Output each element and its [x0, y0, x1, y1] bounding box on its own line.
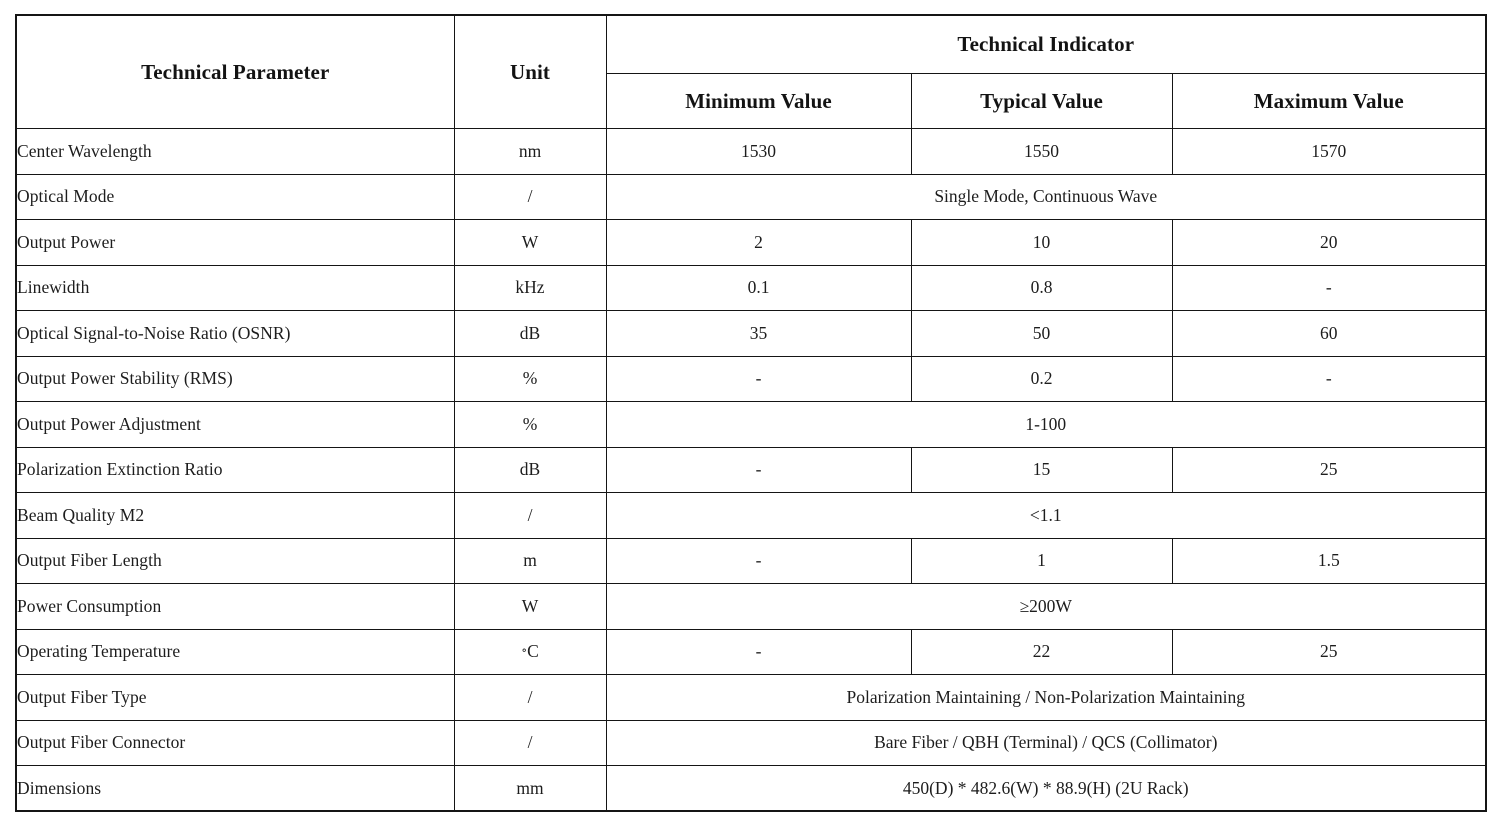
table-row: Output Power W 2 10 20 [15, 219, 1487, 266]
parameter-name-cell: Power Consumption [15, 583, 455, 630]
typical-value-cell: 15 [910, 446, 1173, 493]
unit-cell: % [453, 355, 607, 402]
unit-cell: / [453, 173, 607, 220]
parameter-name-cell: Output Fiber Type [15, 674, 455, 721]
table-row: Output Fiber Length m -1 1.5 [15, 537, 1487, 584]
typical-value-cell: 50 [910, 310, 1173, 357]
minimum-value-cell: 35 [605, 310, 912, 357]
specification-table-container: Technical Parameter Unit Technical Indic… [15, 14, 1487, 812]
header-row-primary: Technical Parameter Unit Technical Indic… [15, 14, 1487, 129]
table-body: Center Wavelength nm 1530 1550 1570 Optical M… [15, 128, 1487, 812]
maximum-value-cell: 25 [1171, 446, 1487, 493]
parameter-name-cell: Optical Signal-to-Noise Ratio (OSNR) [15, 310, 455, 357]
degree-icon: ∘ [521, 643, 528, 658]
minimum-value-cell: - [605, 628, 912, 675]
unit-cell: kHz [453, 264, 607, 311]
typical-value-cell: 10 [910, 219, 1173, 266]
maximum-value-cell: 25 [1171, 628, 1487, 675]
column-header-technical-parameter: Technical Parameter [15, 14, 455, 129]
minimum-value-cell: - [605, 355, 912, 402]
table-row: Power Consumption W ≥200W [15, 583, 1487, 630]
table-row: Output Fiber Type / Polarization Maintaini… [15, 674, 1487, 721]
table-header: Technical Parameter Unit Technical Indic… [15, 14, 1487, 129]
typical-value-cell: 1 [910, 537, 1173, 584]
parameter-name-cell: Output Fiber Connector [15, 719, 455, 766]
typical-value-cell: 0.2 [910, 355, 1173, 402]
column-header-maximum-value: Maximum Value [1171, 73, 1487, 129]
merged-indicator-cell: ≥200W [605, 583, 1487, 630]
maximum-value-cell: 1570 [1171, 128, 1487, 175]
table-row: Dimensions mm 450(D) * 482.6(W) * 88.9(H) … [15, 765, 1487, 812]
maximum-value-cell: 1.5 [1171, 537, 1487, 584]
merged-indicator-cell: 450(D) * 482.6(W) * 88.9(H) (2U Rack) [605, 765, 1487, 812]
unit-cell: dB [453, 310, 607, 357]
unit-cell: W [453, 583, 607, 630]
table-row: Optical Mode / Single Mode, Continuous Wav… [15, 173, 1487, 220]
unit-cell: / [453, 719, 607, 766]
parameter-name-cell: Center Wavelength [15, 128, 455, 175]
parameter-name-cell: Output Power Adjustment [15, 401, 455, 448]
table-row: Center Wavelength nm 1530 1550 1570 [15, 128, 1487, 175]
parameter-name-cell: Output Power Stability (RMS) [15, 355, 455, 402]
table-row: Operating Temperature ∘C -22 25 [15, 628, 1487, 675]
parameter-name-cell: Polarization Extinction Ratio [15, 446, 455, 493]
parameter-name-cell: Operating Temperature [15, 628, 455, 675]
column-header-technical-indicator: Technical Indicator [605, 14, 1487, 74]
maximum-value-cell: - [1171, 355, 1487, 402]
unit-cell: / [453, 492, 607, 539]
minimum-value-cell: 1530 [605, 128, 912, 175]
parameter-name-cell: Output Power [15, 219, 455, 266]
maximum-value-cell: - [1171, 264, 1487, 311]
unit-cell: m [453, 537, 607, 584]
header-row-secondary: Minimum Value Typical Value Maximum Valu… [16, 73, 1487, 129]
parameter-name-cell: Optical Mode [15, 173, 455, 220]
table-row: Output Power Adjustment% 1-100 [15, 401, 1487, 448]
table-row: Output Power Stability (RMS)% -0.2- [15, 355, 1487, 402]
merged-indicator-cell: <1.1 [605, 492, 1487, 539]
table-row: Optical Signal-to-Noise Ratio (OSNR) dB 35… [15, 310, 1487, 357]
column-header-unit: Unit [453, 14, 607, 129]
typical-value-cell: 1550 [910, 128, 1173, 175]
minimum-value-cell: - [605, 537, 912, 584]
unit-cell: / [453, 674, 607, 721]
typical-value-cell: 22 [910, 628, 1173, 675]
column-header-typical-value: Typical Value [910, 73, 1173, 129]
unit-cell: W [453, 219, 607, 266]
column-header-minimum-value: Minimum Value [605, 73, 912, 129]
parameter-name-cell: Beam Quality M2 [15, 492, 455, 539]
maximum-value-cell: 20 [1171, 219, 1487, 266]
merged-indicator-cell: Polarization Maintaining / Non-Polarizat… [605, 674, 1487, 721]
minimum-value-cell: 2 [605, 219, 912, 266]
table-row: Output Fiber Connector / Bare Fiber / QBH … [15, 719, 1487, 766]
unit-cell: ∘C [453, 628, 607, 675]
merged-indicator-cell: Single Mode, Continuous Wave [605, 173, 1487, 220]
parameter-name-cell: Dimensions [15, 765, 455, 812]
technical-specification-table: Technical Parameter Unit Technical Indic… [15, 14, 1487, 812]
table-row: Beam Quality M2/<1.1 [15, 492, 1487, 539]
parameter-name-cell: Linewidth [15, 264, 455, 311]
unit-cell: nm [453, 128, 607, 175]
unit-cell: dB [453, 446, 607, 493]
minimum-value-cell: 0.1 [605, 264, 912, 311]
typical-value-cell: 0.8 [910, 264, 1173, 311]
maximum-value-cell: 60 [1171, 310, 1487, 357]
unit-cell: mm [453, 765, 607, 812]
table-row: Linewidth kHz 0.1 0.8- [15, 264, 1487, 311]
merged-indicator-cell: Bare Fiber / QBH (Terminal) / QCS (Colli… [605, 719, 1487, 766]
table-row: Polarization Extinction Ratio dB -15 25 [15, 446, 1487, 493]
unit-cell: % [453, 401, 607, 448]
minimum-value-cell: - [605, 446, 912, 493]
parameter-name-cell: Output Fiber Length [15, 537, 455, 584]
merged-indicator-cell: 1-100 [605, 401, 1487, 448]
